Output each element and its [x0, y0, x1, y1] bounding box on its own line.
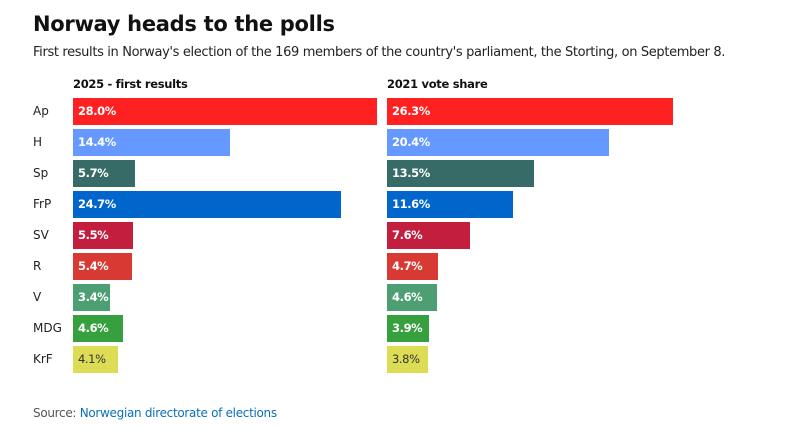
- bar-2025-v: [73, 284, 110, 311]
- bar-2021-sp: [387, 160, 534, 187]
- bar-2021-sv: [387, 222, 470, 249]
- chart-title: Norway heads to the polls: [33, 12, 335, 36]
- data-label-2021-frp: 11.6%: [392, 197, 430, 211]
- category-label-mdg: MDG: [33, 321, 62, 335]
- data-label-2021-ap: 26.3%: [392, 104, 430, 118]
- data-label-2021-r: 4.7%: [392, 259, 423, 273]
- panel-title-2021: 2021 vote share: [387, 77, 488, 91]
- data-label-2025-mdg: 4.6%: [78, 321, 109, 335]
- category-label-sp: Sp: [33, 166, 49, 180]
- bar-2025-r: [73, 253, 132, 280]
- bar-2021-ap: [387, 98, 673, 125]
- bar-2025-ap: [73, 98, 377, 125]
- category-label-h: H: [33, 135, 43, 149]
- bar-2025-krf: [73, 346, 118, 373]
- category-label-frp: FrP: [33, 197, 52, 211]
- data-label-2025-r: 5.4%: [78, 259, 109, 273]
- bar-2021-r: [387, 253, 438, 280]
- data-label-2025-sp: 5.7%: [78, 166, 109, 180]
- chart-subtitle: First results in Norway's election of th…: [33, 45, 726, 60]
- data-label-2021-mdg: 3.9%: [392, 321, 423, 335]
- data-label-2025-krf: 4.1%: [78, 352, 106, 366]
- data-label-2021-h: 20.4%: [392, 135, 430, 149]
- bar-2025-sp: [73, 160, 135, 187]
- data-label-2021-sv: 7.6%: [392, 228, 423, 242]
- category-label-krf: KrF: [33, 352, 53, 366]
- data-label-2025-v: 3.4%: [78, 290, 109, 304]
- bar-2021-frp: [387, 191, 513, 218]
- bar-2021-v: [387, 284, 437, 311]
- source-prefix: Source:: [33, 406, 80, 420]
- bar-2021-krf: [387, 346, 428, 373]
- category-label-sv: SV: [33, 228, 49, 242]
- data-label-2021-sp: 13.5%: [392, 166, 430, 180]
- bar-2021-h: [387, 129, 609, 156]
- data-label-2025-h: 14.4%: [78, 135, 116, 149]
- panel-title-2025: 2025 - first results: [73, 77, 188, 91]
- data-label-2025-frp: 24.7%: [78, 197, 116, 211]
- bar-2025-sv: [73, 222, 133, 249]
- data-label-2025-sv: 5.5%: [78, 228, 109, 242]
- data-label-2025-ap: 28.0%: [78, 104, 116, 118]
- data-label-2021-v: 4.6%: [392, 290, 423, 304]
- bar-2025-frp: [73, 191, 341, 218]
- source-link[interactable]: Norwegian directorate of elections: [79, 406, 277, 420]
- bar-2025-mdg: [73, 315, 123, 342]
- category-label-r: R: [33, 259, 42, 273]
- data-label-2021-krf: 3.8%: [392, 352, 420, 366]
- category-label-ap: Ap: [33, 104, 49, 118]
- category-label-v: V: [33, 290, 42, 304]
- bar-2025-h: [73, 129, 230, 156]
- source-note: Source: Norwegian directorate of electio…: [33, 406, 277, 420]
- bar-2021-mdg: [387, 315, 429, 342]
